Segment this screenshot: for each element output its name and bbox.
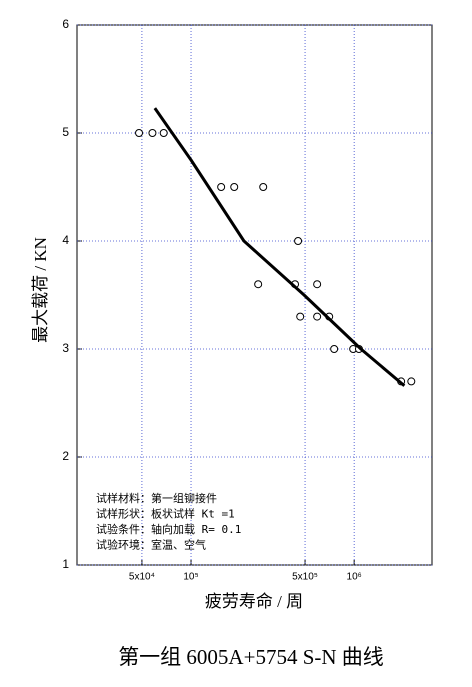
annotation: 试验环境：室温、空气 <box>96 538 206 552</box>
y-tick-label: 2 <box>62 449 69 463</box>
data-point <box>230 183 239 191</box>
data-point <box>259 183 268 191</box>
y-tick-label: 4 <box>62 233 69 247</box>
annotation: 试样形状：板状试样 Kt =1 <box>96 507 235 521</box>
annotation: 试样材料：第一组铆接件 <box>96 491 217 505</box>
caption: 第一组 6005A+5754 S-N 曲线 <box>118 645 384 669</box>
data-point <box>135 129 144 137</box>
x-tick-label: 5x10⁴ <box>129 572 155 583</box>
y-tick-label: 1 <box>62 557 69 571</box>
fit-curve <box>153 107 406 387</box>
data-point <box>330 345 339 353</box>
data-point <box>217 183 226 191</box>
x-tick-label: 10⁵ <box>183 572 198 583</box>
data-point <box>159 129 168 137</box>
y-axis-title: 最大载荷 / KN <box>31 237 50 343</box>
data-point <box>313 280 322 289</box>
plot-frame <box>76 24 433 566</box>
data-point <box>296 312 305 321</box>
data-point <box>313 312 322 321</box>
x-tick-label: 5x10⁵ <box>292 572 318 583</box>
data-point <box>294 237 303 245</box>
data-point <box>254 280 263 289</box>
data-point <box>148 129 157 137</box>
y-tick-label: 6 <box>62 17 69 31</box>
annotation: 试验条件：轴向加载 R= 0.1 <box>96 522 241 536</box>
data-point <box>407 377 416 386</box>
x-axis-title: 疲劳寿命 / 周 <box>205 592 303 611</box>
x-tick-label: 10⁶ <box>347 572 362 583</box>
y-tick-label: 5 <box>62 125 69 139</box>
y-tick-label: 3 <box>62 341 69 355</box>
